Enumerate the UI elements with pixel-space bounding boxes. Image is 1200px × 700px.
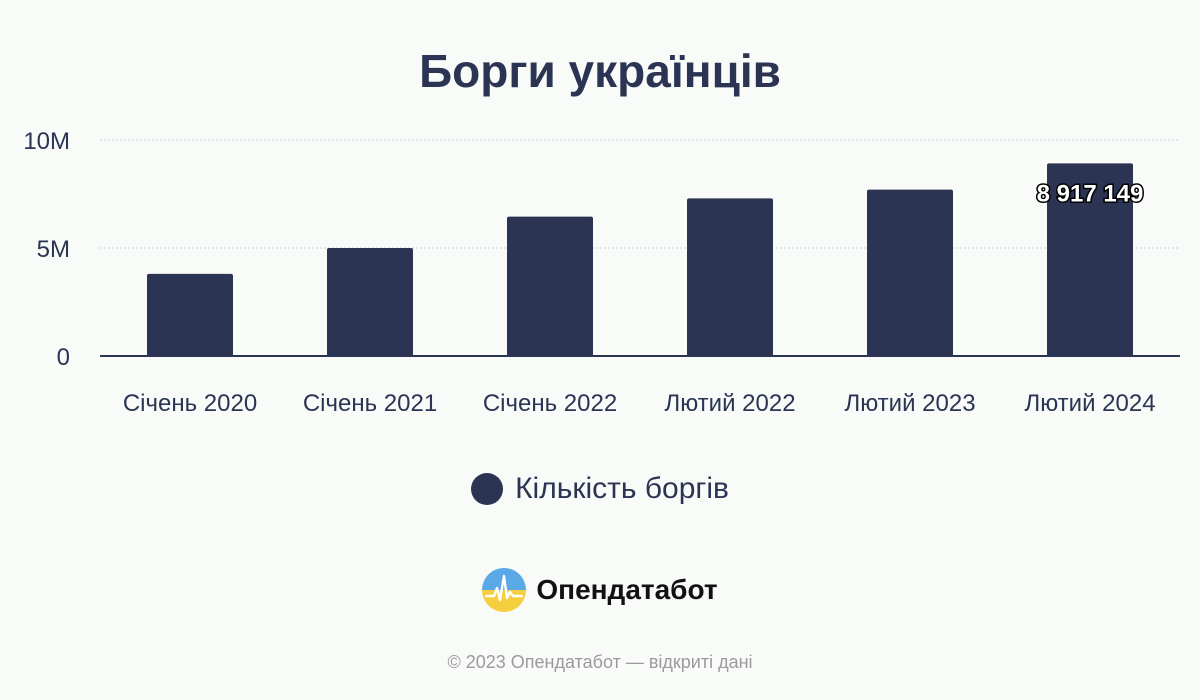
bars: [147, 163, 1133, 356]
x-tick-label: Лютий 2023: [844, 390, 975, 417]
legend-label: Кількість боргів: [515, 472, 729, 505]
data-labels: 8 917 149: [1035, 179, 1145, 209]
bar[interactable]: [507, 216, 593, 356]
bar-chart: 0 5M 10M Січень 2020 Січень 2021 Січень 2022…: [23, 128, 1180, 417]
footer-copyright: © 2023 Опендатабот — відкриті дані: [447, 652, 753, 672]
data-label: 8 917 149: [1037, 180, 1144, 207]
x-tick-label: Січень 2020: [123, 390, 257, 417]
bar[interactable]: [1047, 163, 1133, 356]
bar[interactable]: [327, 248, 413, 356]
legend[interactable]: Кількість боргів: [0, 472, 1200, 506]
brand[interactable]: Опендатабот: [0, 568, 1200, 612]
y-tick-label: 10M: [23, 128, 70, 155]
bar[interactable]: [867, 189, 953, 356]
bar[interactable]: [687, 198, 773, 356]
x-tick-label: Січень 2022: [483, 390, 617, 417]
x-tick-label: Лютий 2022: [664, 390, 795, 417]
opendatabot-logo-icon: [482, 568, 527, 612]
y-axis-ticks: 0 5M 10M: [23, 128, 70, 371]
legend-swatch: [471, 473, 504, 505]
chart-title: Борги українців: [419, 45, 781, 97]
bar[interactable]: [147, 273, 233, 356]
x-axis-ticks: Січень 2020 Січень 2021 Січень 2022 Лютий 2…: [123, 390, 1156, 417]
gridlines: [100, 139, 1180, 249]
y-tick-label: 0: [57, 344, 70, 371]
brand-name: Опендатабот: [536, 574, 718, 605]
x-tick-label: Січень 2021: [303, 390, 437, 417]
y-tick-label: 5M: [37, 236, 70, 263]
x-tick-label: Лютий 2024: [1024, 390, 1155, 417]
